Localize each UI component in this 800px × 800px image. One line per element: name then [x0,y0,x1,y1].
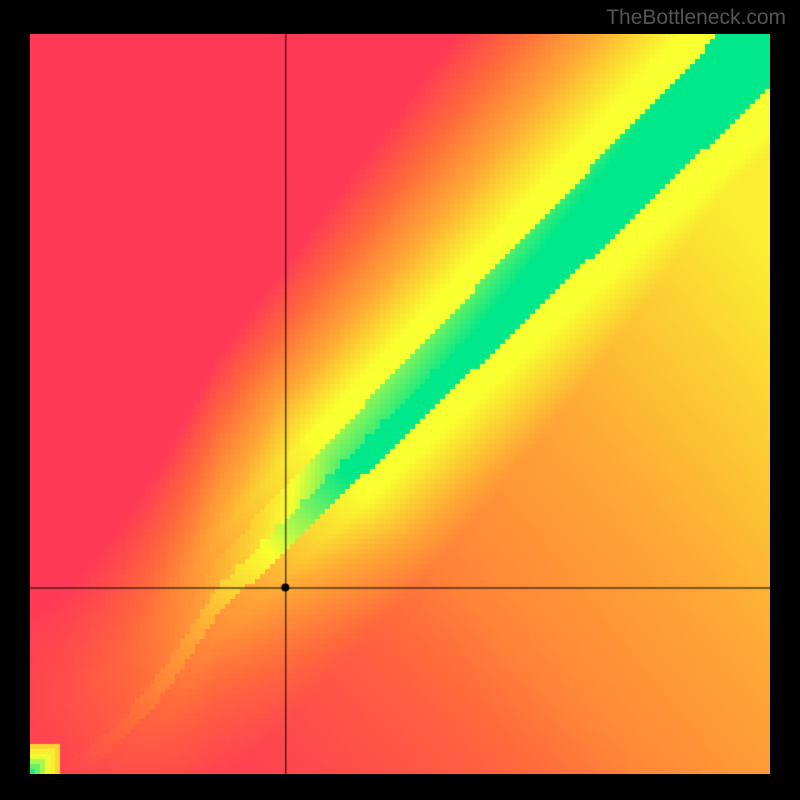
heatmap-plot [30,34,770,774]
heatmap-canvas [30,34,770,774]
watermark-text: TheBottleneck.com [606,6,786,30]
